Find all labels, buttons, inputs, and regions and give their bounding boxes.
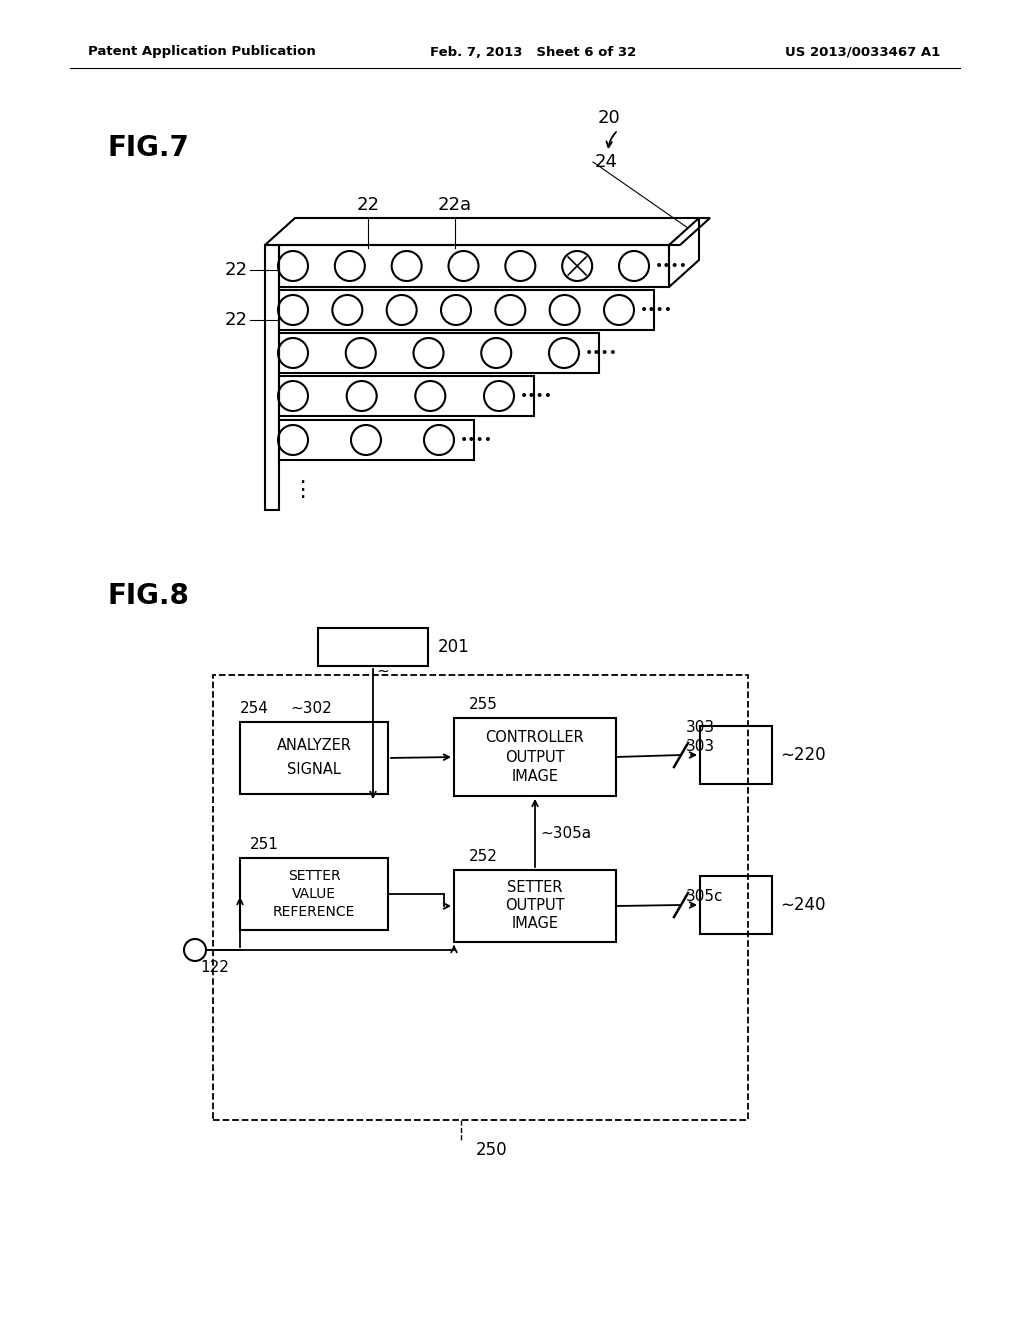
Text: FIG.8: FIG.8 xyxy=(108,582,189,610)
Text: 22: 22 xyxy=(356,195,380,214)
Bar xyxy=(279,376,534,416)
Text: 22: 22 xyxy=(225,261,248,279)
Text: SETTER: SETTER xyxy=(507,880,563,895)
Text: 250: 250 xyxy=(475,1140,507,1159)
Text: 201: 201 xyxy=(438,638,470,656)
Text: OUTPUT: OUTPUT xyxy=(505,750,565,764)
Text: 255: 255 xyxy=(469,697,498,711)
Text: ••••: •••• xyxy=(640,304,673,317)
Bar xyxy=(279,333,599,374)
Text: CONTROLLER: CONTROLLER xyxy=(485,730,585,744)
Text: Patent Application Publication: Patent Application Publication xyxy=(88,45,315,58)
Text: ••••: •••• xyxy=(520,389,553,403)
Text: 22a: 22a xyxy=(438,195,472,214)
Text: SIGNAL: SIGNAL xyxy=(287,763,341,777)
Text: ••••: •••• xyxy=(460,433,493,447)
Text: ∼302: ∼302 xyxy=(290,701,332,715)
Text: 251: 251 xyxy=(250,837,279,851)
Text: SETTER: SETTER xyxy=(288,869,340,883)
Bar xyxy=(240,858,388,931)
Bar xyxy=(279,420,474,459)
Text: 305c: 305c xyxy=(686,888,724,904)
Text: OUTPUT: OUTPUT xyxy=(505,899,565,913)
Text: ∼305a: ∼305a xyxy=(540,825,591,841)
Text: 252: 252 xyxy=(469,849,498,865)
Bar xyxy=(454,718,616,796)
Bar xyxy=(265,246,279,510)
Text: 122: 122 xyxy=(200,960,229,975)
Text: 303: 303 xyxy=(686,719,715,735)
Text: 254: 254 xyxy=(240,701,269,715)
Text: 303: 303 xyxy=(686,739,715,754)
Text: IMAGE: IMAGE xyxy=(512,916,558,932)
Text: FIG.7: FIG.7 xyxy=(108,135,189,162)
Text: ∼220: ∼220 xyxy=(780,746,825,764)
Bar xyxy=(279,290,654,330)
Text: 24: 24 xyxy=(595,153,618,172)
Text: ANALYZER: ANALYZER xyxy=(276,738,351,754)
Text: ••••: •••• xyxy=(585,346,618,360)
Text: ••••: •••• xyxy=(655,259,688,273)
Text: ∼240: ∼240 xyxy=(780,896,825,913)
Bar xyxy=(700,726,772,784)
Text: IMAGE: IMAGE xyxy=(512,770,558,784)
Bar xyxy=(213,675,748,1119)
Text: REFERENCE: REFERENCE xyxy=(272,906,355,919)
Bar xyxy=(454,870,616,942)
Text: ∼: ∼ xyxy=(376,664,389,678)
Bar xyxy=(318,628,428,667)
Text: VALUE: VALUE xyxy=(292,887,336,902)
Text: ⋮: ⋮ xyxy=(291,480,313,500)
Text: 20: 20 xyxy=(598,110,621,127)
Text: 22: 22 xyxy=(225,312,248,329)
Bar xyxy=(240,722,388,795)
Text: US 2013/0033467 A1: US 2013/0033467 A1 xyxy=(784,45,940,58)
Bar xyxy=(279,246,669,286)
Bar xyxy=(700,876,772,935)
Text: Feb. 7, 2013   Sheet 6 of 32: Feb. 7, 2013 Sheet 6 of 32 xyxy=(430,45,636,58)
